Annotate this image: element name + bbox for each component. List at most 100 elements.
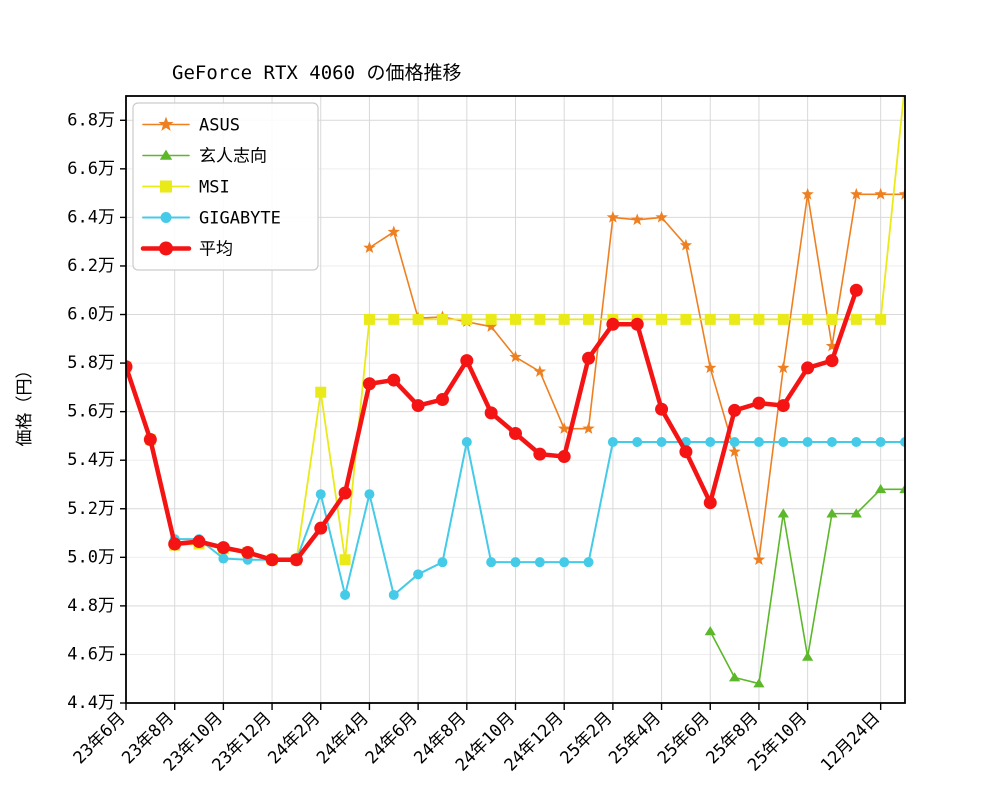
data-point-marker bbox=[777, 508, 789, 518]
data-point-marker bbox=[509, 426, 522, 440]
data-point-marker bbox=[825, 339, 839, 352]
data-point-marker bbox=[729, 672, 741, 682]
y-axis-tick-label: 4.6万 bbox=[67, 644, 115, 664]
data-point-marker bbox=[218, 553, 229, 564]
legend-swatch-marker bbox=[159, 241, 173, 256]
data-point-marker bbox=[631, 213, 644, 226]
data-point-marker bbox=[413, 569, 424, 580]
data-point-marker bbox=[875, 436, 886, 447]
data-point-marker bbox=[679, 238, 693, 251]
legend-item-GIGABYTE[interactable]: GIGABYTE bbox=[142, 209, 281, 229]
data-point-marker bbox=[388, 313, 400, 325]
y-axis-tick-label: 5.6万 bbox=[67, 402, 115, 422]
data-point-marker bbox=[655, 402, 669, 416]
data-point-marker bbox=[461, 313, 473, 325]
data-point-marker bbox=[679, 445, 693, 459]
data-point-marker bbox=[606, 210, 620, 223]
data-point-marker bbox=[850, 508, 862, 518]
data-point-marker bbox=[557, 450, 571, 464]
data-point-marker bbox=[753, 678, 765, 688]
data-point-marker bbox=[289, 553, 303, 567]
y-axis-tick-label: 5.2万 bbox=[67, 499, 115, 519]
data-point-marker bbox=[436, 313, 448, 325]
legend-background bbox=[132, 102, 319, 271]
legend-label: 玄人志向 bbox=[199, 147, 267, 167]
data-point-marker bbox=[705, 436, 716, 447]
data-point-marker bbox=[680, 313, 692, 325]
data-point-marker bbox=[534, 557, 545, 568]
data-point-marker bbox=[849, 283, 863, 297]
data-point-marker bbox=[802, 436, 813, 447]
y-axis-tick-label: 6.8万 bbox=[67, 110, 115, 130]
legend-swatch-marker bbox=[159, 149, 173, 160]
data-point-marker bbox=[486, 557, 497, 568]
data-point-marker bbox=[776, 399, 790, 413]
data-point-marker bbox=[533, 365, 547, 377]
data-point-marker bbox=[387, 373, 401, 387]
data-point-marker bbox=[411, 399, 425, 413]
data-point-marker bbox=[826, 313, 838, 325]
legend[interactable]: ASUS 玄人志向 MSI GIGABYTE 平均 bbox=[132, 102, 319, 271]
data-point-marker bbox=[558, 422, 571, 434]
legend-label: GIGABYTE bbox=[199, 209, 281, 229]
legend-label: 平均 bbox=[199, 240, 233, 260]
data-point-marker bbox=[752, 396, 766, 410]
data-point-marker bbox=[630, 317, 644, 331]
y-axis-tick-label: 5.8万 bbox=[67, 353, 115, 373]
data-point-marker bbox=[752, 553, 766, 565]
data-point-marker bbox=[484, 406, 498, 420]
y-axis-tick-label: 5.0万 bbox=[67, 547, 115, 567]
data-point-marker bbox=[899, 484, 905, 494]
legend-item-ASUS[interactable]: ASUS bbox=[142, 116, 240, 136]
data-point-marker bbox=[753, 436, 764, 447]
data-point-marker bbox=[656, 313, 668, 325]
y-axis-tick-label: 5.4万 bbox=[67, 450, 115, 470]
data-point-marker bbox=[606, 317, 620, 331]
legend-swatch-marker bbox=[160, 180, 172, 193]
data-point-marker bbox=[704, 626, 716, 636]
page-title: GeForce RTX 4060 の価格推移 bbox=[172, 62, 461, 84]
legend-item-平均[interactable]: 平均 bbox=[140, 240, 233, 260]
data-point-marker bbox=[484, 320, 498, 332]
legend-label: MSI bbox=[199, 178, 230, 198]
data-point-marker bbox=[168, 537, 182, 551]
data-point-marker bbox=[850, 187, 863, 200]
data-point-marker bbox=[437, 557, 448, 568]
data-point-marker bbox=[703, 496, 717, 510]
data-point-marker bbox=[559, 557, 570, 568]
data-point-marker bbox=[729, 313, 741, 325]
data-point-marker bbox=[875, 313, 887, 325]
data-point-marker bbox=[143, 433, 157, 447]
data-point-marker bbox=[802, 313, 814, 325]
data-point-marker bbox=[826, 436, 837, 447]
y-axis-tick-label: 4.8万 bbox=[67, 596, 115, 616]
data-point-marker bbox=[485, 313, 497, 325]
data-point-marker bbox=[607, 436, 618, 447]
data-point-marker bbox=[412, 313, 424, 325]
data-point-marker bbox=[534, 313, 546, 325]
data-point-marker bbox=[362, 377, 376, 391]
data-point-marker bbox=[656, 436, 667, 447]
data-point-marker bbox=[728, 445, 741, 457]
data-point-marker bbox=[510, 313, 521, 325]
data-point-marker bbox=[729, 436, 740, 447]
data-point-marker bbox=[777, 361, 790, 374]
data-point-marker bbox=[582, 422, 595, 434]
data-point-marker bbox=[340, 589, 351, 600]
data-point-marker bbox=[460, 354, 474, 368]
data-point-marker bbox=[704, 361, 717, 374]
data-point-marker bbox=[753, 313, 765, 325]
data-point-marker bbox=[801, 361, 815, 375]
data-point-marker bbox=[315, 489, 326, 500]
data-point-marker bbox=[126, 360, 133, 374]
data-point-marker bbox=[655, 210, 668, 223]
legend-item-MSI[interactable]: MSI bbox=[142, 178, 230, 198]
data-point-marker bbox=[728, 403, 742, 417]
data-point-marker bbox=[461, 436, 472, 447]
legend-item-玄人志向[interactable]: 玄人志向 bbox=[142, 147, 267, 167]
data-point-marker bbox=[826, 508, 838, 518]
data-point-marker bbox=[363, 313, 375, 325]
y-axis-tick-label: 6.2万 bbox=[67, 256, 115, 276]
data-point-marker bbox=[583, 313, 595, 325]
